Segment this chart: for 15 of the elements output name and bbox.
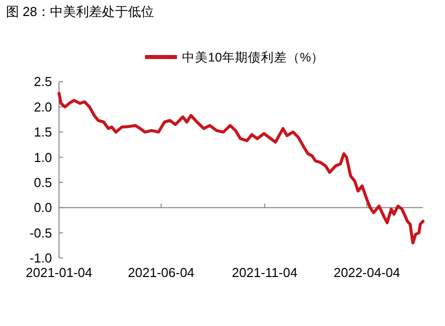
y-tick-label: 2.5 <box>34 74 52 90</box>
line-series <box>58 92 424 244</box>
x-tick-label: 2021-01-04 <box>26 265 92 280</box>
y-tick-label: 0.5 <box>34 174 52 190</box>
y-tick-label: -0.5 <box>30 225 52 240</box>
x-tick-label: 2021-06-04 <box>128 265 194 280</box>
x-tick-label: 2021-11-04 <box>232 265 298 280</box>
y-tick-label: 1.0 <box>34 150 52 165</box>
y-tick-label: 0.0 <box>34 200 52 216</box>
y-tick-label: 1.5 <box>34 124 52 140</box>
x-tick-label: 2022-04-04 <box>334 265 400 280</box>
y-tick-label: -1.0 <box>30 250 52 266</box>
legend-label: 中美10年期债利差（%） <box>182 50 324 64</box>
y-tick-label: 2.0 <box>34 99 52 114</box>
chart-title: 图 28：中美利差处于低位 <box>6 4 154 19</box>
